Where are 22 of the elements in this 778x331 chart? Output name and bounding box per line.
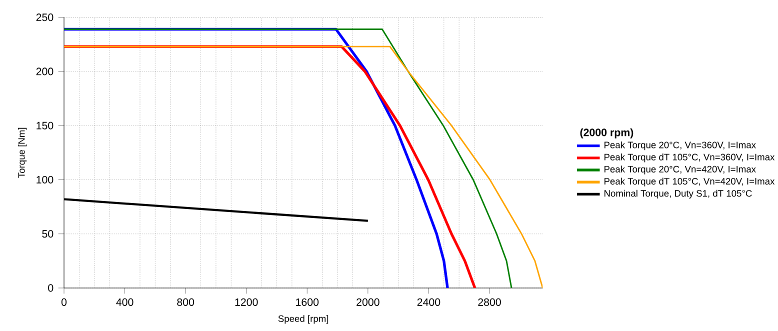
x-tick-label: 2800	[478, 298, 501, 306]
legend-title: (2000 rpm)	[580, 128, 634, 138]
y-tick-label: 250	[36, 14, 54, 22]
legend-label: Peak Torque dT 105°C, Vn=360V, I=Imax	[604, 154, 775, 162]
x-tick-label: 800	[177, 298, 194, 306]
x-tick-label: 2400	[417, 298, 440, 306]
legend-label: Peak Torque dT 105°C, Vn=420V, I=Imax	[604, 178, 775, 186]
x-tick-label: 1600	[296, 298, 319, 306]
x-tick-label: 400	[116, 298, 134, 306]
y-tick-label: 200	[36, 68, 54, 76]
legend-label: Nominal Torque, Duty S1, dT 105°C	[604, 190, 752, 199]
y-tick-label: 50	[42, 230, 54, 238]
x-tick-label: 0	[61, 298, 67, 306]
legend-label: Peak Torque 20°C, Vn=360V, I=Imax	[604, 141, 756, 150]
legend-label: Peak Torque 20°C, Vn=420V, I=Imax	[604, 166, 756, 174]
y-axis-title: Torque [Nm]	[18, 128, 27, 178]
x-axis-title: Speed [rpm]	[278, 315, 328, 324]
x-tick-label: 1200	[235, 298, 258, 306]
y-tick-label: 100	[36, 176, 54, 184]
x-tick-label: 2000	[356, 298, 380, 306]
y-tick-label: 150	[36, 122, 54, 130]
y-tick-label: 0	[48, 284, 54, 292]
